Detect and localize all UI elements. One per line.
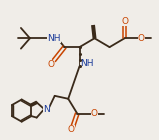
- Text: NH: NH: [80, 59, 94, 68]
- Text: N: N: [43, 105, 50, 114]
- Text: O: O: [138, 34, 145, 43]
- Text: NH: NH: [47, 34, 61, 43]
- Text: O: O: [68, 124, 75, 134]
- Text: O: O: [121, 17, 128, 26]
- Text: O: O: [91, 109, 98, 118]
- Text: O: O: [47, 60, 55, 69]
